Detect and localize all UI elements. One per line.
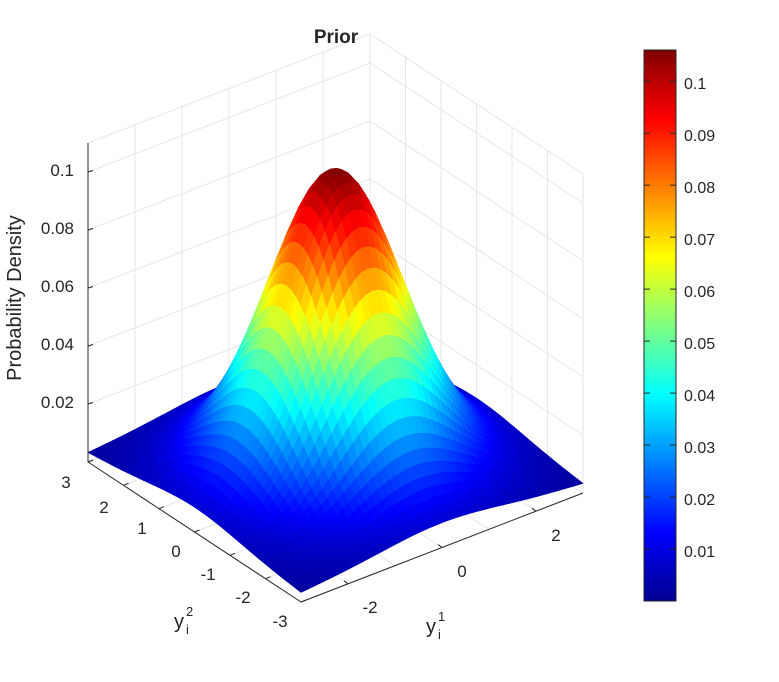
y-tick-label: -2: [235, 588, 250, 607]
colorbar-tick-label: 0.07: [684, 232, 715, 249]
y-tick-mark: [88, 460, 93, 462]
colorbar-tick-label: 0.05: [684, 336, 715, 353]
z-tick-label: 0.02: [41, 393, 74, 412]
colorbar-tick-label: 0.08: [684, 180, 715, 197]
y-tick-label: -3: [272, 612, 287, 631]
colorbar-tick-label: 0.09: [684, 128, 715, 145]
y-tick-label: 0: [171, 542, 180, 561]
colorbar: 0.01 0.02 0.03 0.04 0.05 0.06 0.07 0.08 …: [644, 50, 715, 601]
colorbar-gradient: [644, 50, 676, 601]
y-tick-mark: [195, 530, 200, 532]
colorbar-tick-label: 0.01: [684, 544, 715, 561]
y-tick-mark: [230, 553, 235, 555]
y-tick-mark: [124, 483, 129, 485]
x-tick-mark: [532, 508, 536, 511]
y-tick-mark: [266, 577, 271, 579]
x-tick-label: -2: [362, 598, 377, 617]
chart-title: Prior: [314, 27, 359, 48]
y-axis-label: y 2 i: [174, 604, 193, 637]
y-axis-label-base: y: [174, 611, 184, 633]
x-tick-label: 0: [457, 562, 466, 581]
z-axis-label: Probability Density: [4, 215, 26, 381]
x-axis-label-base: y: [426, 616, 436, 638]
z-axis-ticks: 0.1 0.08 0.06 0.04 0.02: [41, 161, 74, 412]
x-axis-label-sup: 1: [438, 609, 445, 624]
colorbar-tick-label: 0.04: [684, 388, 715, 405]
z-tick-label: 0.04: [41, 335, 74, 354]
colorbar-tick-label: 0.1: [684, 76, 706, 93]
x-tick-mark: [344, 581, 348, 584]
density-surface: [88, 168, 583, 592]
x-axis-label: y 1 i: [426, 609, 445, 642]
x-tick-label: 2: [551, 526, 560, 545]
y-axis-label-sup: 2: [186, 604, 193, 619]
colorbar-tick-label: 0.06: [684, 284, 715, 301]
z-tick-label: 0.08: [41, 219, 74, 238]
y-tick-label: 2: [99, 498, 108, 517]
z-tick-label: 0.06: [41, 277, 74, 296]
y-tick-label: -1: [200, 565, 215, 584]
y-tick-label: 3: [61, 473, 70, 492]
y-tick-mark: [159, 507, 164, 509]
colorbar-labels: 0.01 0.02 0.03 0.04 0.05 0.06 0.07 0.08 …: [684, 76, 715, 561]
y-axis-label-sub: i: [186, 622, 189, 637]
y-tick-mark: [301, 600, 306, 602]
x-tick-mark: [438, 545, 442, 548]
y-tick-label: 1: [137, 519, 146, 538]
z-tick-label: 0.1: [50, 161, 74, 180]
x-axis-label-sub: i: [438, 627, 441, 642]
colorbar-tick-label: 0.03: [684, 440, 715, 457]
colorbar-tick-label: 0.02: [684, 492, 715, 509]
